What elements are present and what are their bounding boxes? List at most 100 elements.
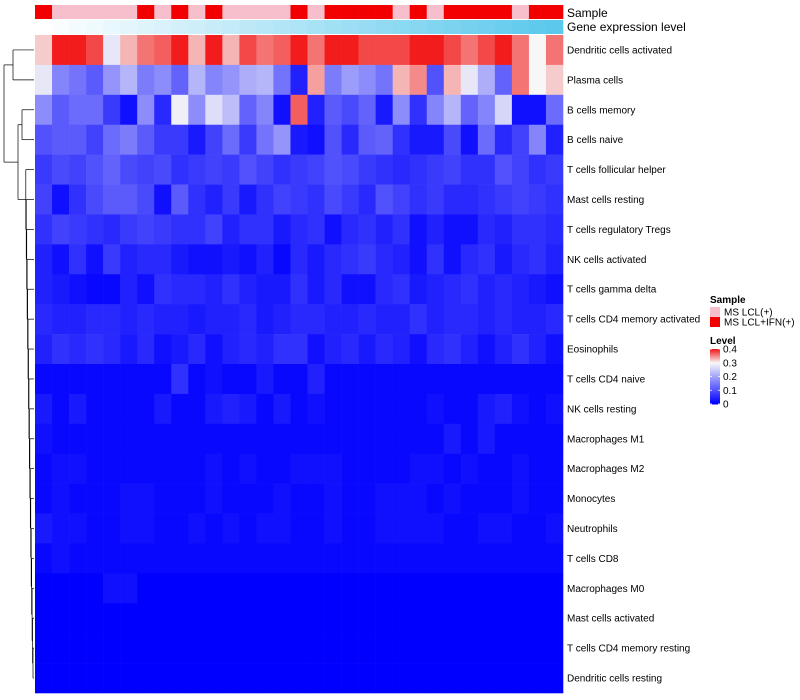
heatmap-cell	[120, 513, 138, 544]
heatmap-cell	[205, 483, 223, 514]
heatmap-cell	[273, 633, 291, 664]
heatmap-cell	[511, 334, 530, 365]
heatmap-cell	[256, 573, 274, 604]
heatmap-cell	[52, 513, 70, 544]
heatmap-cell	[545, 214, 564, 245]
level-legend-gradient-step	[710, 400, 720, 402]
sample-annotation-cell	[86, 5, 104, 19]
heatmap-cell	[409, 423, 428, 455]
heatmap-cell	[392, 94, 411, 126]
heatmap-cell	[477, 453, 496, 484]
heatmap-cell	[460, 334, 479, 365]
expression-annotation-cell	[137, 20, 155, 34]
heatmap-cell	[307, 124, 325, 155]
heatmap-cell	[511, 453, 530, 484]
heatmap-cell	[375, 124, 393, 155]
heatmap-cell	[324, 334, 342, 365]
heatmap-cell	[273, 483, 291, 514]
heatmap-cell	[477, 663, 496, 694]
row-label: T cells CD4 memory resting	[567, 644, 690, 655]
heatmap-cell	[324, 663, 342, 694]
heatmap-cell	[545, 543, 564, 574]
heatmap-cell	[35, 364, 53, 395]
heatmap-cell	[52, 304, 70, 335]
heatmap-cell	[443, 274, 462, 305]
heatmap-cell	[409, 513, 428, 544]
heatmap-cell	[171, 663, 189, 694]
heatmap-cell	[341, 64, 359, 96]
heatmap-cell	[86, 633, 104, 664]
heatmap-cell	[460, 214, 479, 245]
heatmap-cell	[154, 393, 172, 425]
heatmap-cell	[35, 483, 53, 514]
heatmap-cell	[290, 393, 308, 425]
heatmap-cell	[120, 364, 138, 395]
level-legend-gradient-step	[710, 349, 720, 351]
heatmap-cell	[120, 94, 138, 126]
heatmap-cell	[392, 603, 411, 634]
heatmap-cell	[392, 663, 411, 694]
heatmap-cell	[256, 633, 274, 664]
heatmap-cell	[528, 184, 547, 215]
heatmap-cell	[324, 573, 342, 604]
heatmap-cell	[256, 663, 274, 694]
level-legend-gradient-step	[710, 398, 720, 400]
heatmap-cell	[154, 304, 172, 335]
heatmap-cell	[307, 334, 325, 365]
heatmap-cell	[239, 35, 257, 66]
heatmap-cell	[222, 154, 240, 185]
heatmap-cell	[86, 423, 104, 455]
heatmap-cell	[239, 453, 257, 484]
heatmap-cell	[443, 513, 462, 544]
level-legend-gradient-step	[710, 365, 720, 367]
sample-annotation-cell	[443, 5, 462, 19]
heatmap-cell	[477, 393, 496, 425]
heatmap-cell	[545, 364, 564, 395]
heatmap-cell	[137, 184, 155, 215]
heatmap-cell	[35, 663, 53, 694]
heatmap-cell	[426, 274, 445, 305]
heatmap-cell	[188, 663, 206, 694]
heatmap-cell	[137, 214, 155, 245]
heatmap-cell	[494, 453, 513, 484]
heatmap-cell	[222, 124, 240, 155]
heatmap-cell	[290, 35, 308, 66]
heatmap-cell	[511, 35, 530, 66]
heatmap-cell	[120, 35, 138, 66]
heatmap-cell	[341, 154, 359, 185]
heatmap-cell	[290, 603, 308, 634]
heatmap-cell	[409, 453, 428, 484]
heatmap-cell	[528, 214, 547, 245]
heatmap-cell	[511, 423, 530, 455]
heatmap-cell	[392, 453, 411, 484]
heatmap-cell	[171, 244, 189, 275]
heatmap-cell	[528, 603, 547, 634]
expression-annotation-cell	[69, 20, 87, 34]
heatmap-cell	[171, 364, 189, 395]
heatmap-cell	[528, 423, 547, 455]
heatmap-cell	[392, 513, 411, 544]
heatmap-cell	[324, 274, 342, 305]
level-legend-gradient-step	[710, 374, 720, 377]
heatmap-cell	[324, 94, 342, 126]
heatmap-cell	[494, 35, 513, 66]
heatmap-cell	[154, 573, 172, 604]
heatmap-cell	[443, 453, 462, 484]
level-legend-gradient-step	[710, 382, 720, 384]
heatmap-cell	[86, 453, 104, 484]
heatmap-cell	[205, 453, 223, 484]
heatmap-cell	[69, 184, 87, 215]
heatmap-cell	[409, 364, 428, 395]
heatmap-cell	[494, 124, 513, 155]
sample-annotation-cell	[392, 5, 411, 19]
heatmap-cell	[52, 603, 70, 634]
heatmap-cell	[120, 154, 138, 185]
row-label: Eosinophils	[567, 345, 618, 356]
heatmap-cell	[545, 393, 564, 425]
heatmap-cell	[222, 663, 240, 694]
heatmap-cell	[239, 64, 257, 96]
heatmap-cell	[120, 633, 138, 664]
heatmap-cell	[290, 543, 308, 574]
heatmap-cell	[358, 154, 376, 185]
sample-annotation-cell	[477, 5, 496, 19]
